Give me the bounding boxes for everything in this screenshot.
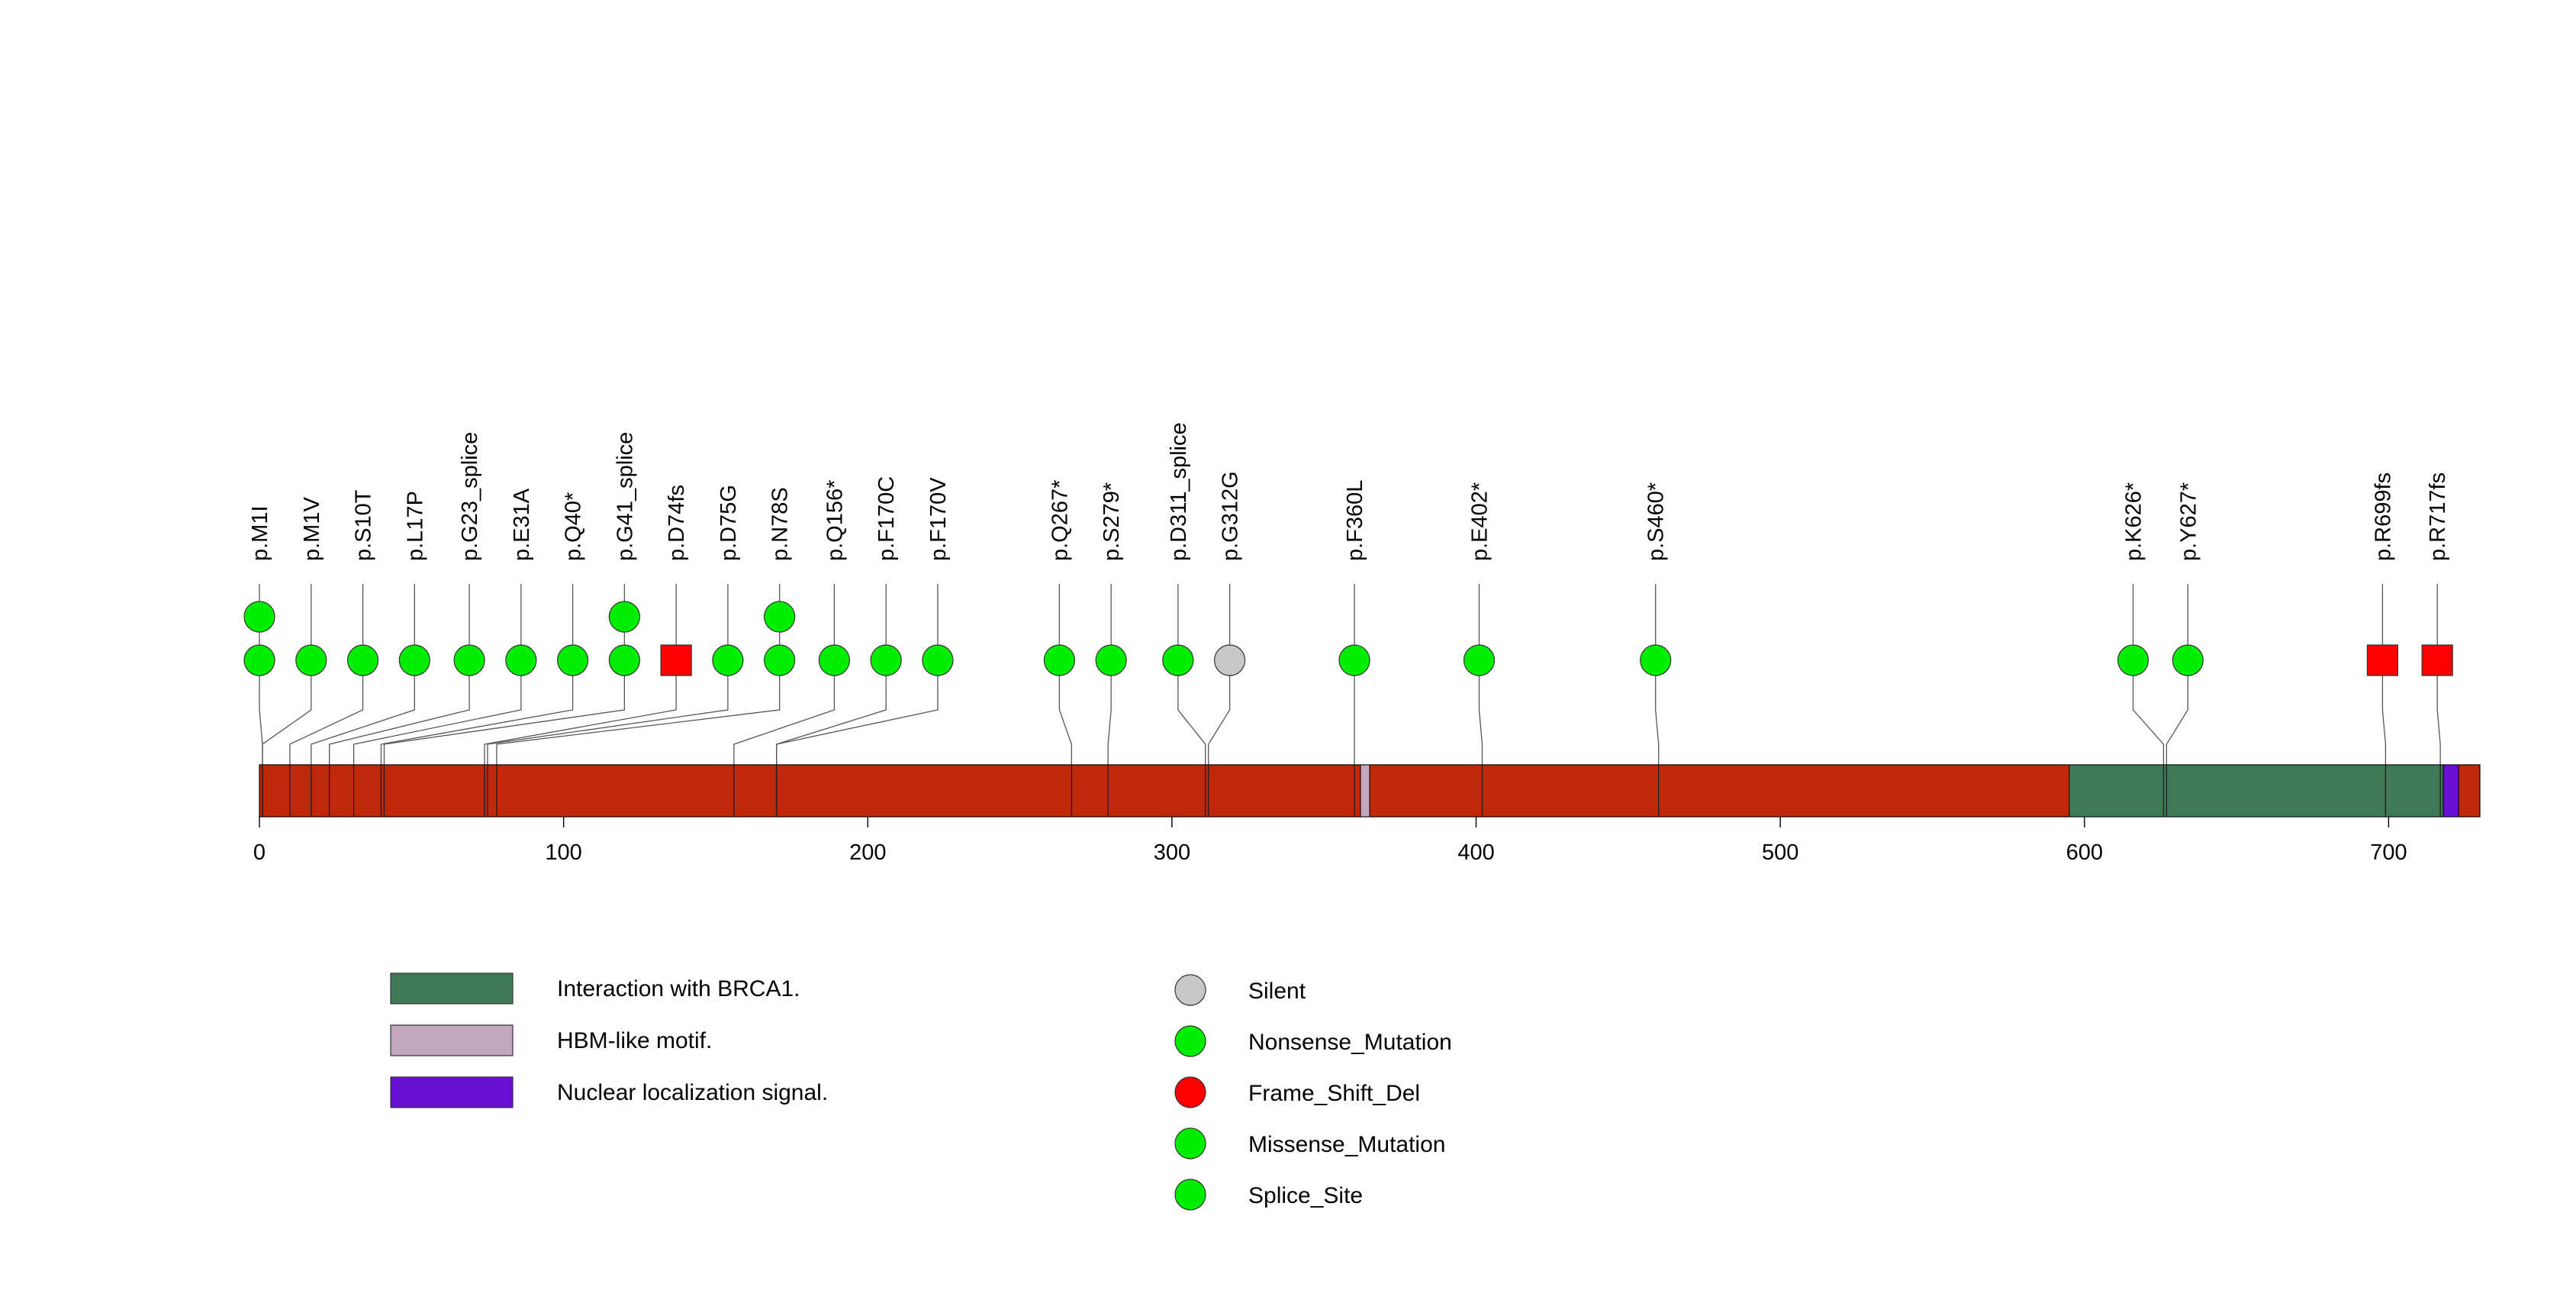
mutation-label-15: p.S279* <box>1100 482 1124 561</box>
mutation-label-11: p.Q156* <box>823 480 847 561</box>
mutation-label-4: p.G23_splice <box>458 432 482 561</box>
axis-tick-label-4: 400 <box>1457 840 1494 865</box>
mutation-label-14: p.Q267* <box>1048 480 1072 561</box>
mutation-label-16: p.D311_splice <box>1167 422 1191 561</box>
mutation-label-18: p.F360L <box>1343 480 1367 561</box>
legend-domain-label-1: HBM-like motif. <box>557 1028 712 1053</box>
mutation-marker-3-0 <box>398 644 430 676</box>
mutation-label-1: p.M1V <box>300 497 324 561</box>
mutation-marker-15-0 <box>1095 644 1127 676</box>
legend-type-label-4: Splice_Site <box>1248 1183 1363 1208</box>
mutation-marker-8-0 <box>660 644 692 676</box>
mutation-label-2: p.S10T <box>352 489 376 561</box>
x-axis: 0 100 200 300 400 500 600 700 <box>253 817 2407 865</box>
mutation-marker-14-0 <box>1043 644 1075 676</box>
mutation-marker-21-0 <box>2117 644 2149 676</box>
mutation-marker-4-0 <box>453 644 485 676</box>
legend-type-label-3: Missense_Mutation <box>1248 1132 1445 1157</box>
mutation-labels: p.M1I p.M1V p.S10T p.L17P p.G23_splice p.E31A… <box>248 422 2450 561</box>
mutation-label-20: p.S460* <box>1644 482 1669 561</box>
legend-type-swatch-2 <box>1174 1076 1206 1108</box>
axis-tick-label-6: 600 <box>2066 840 2103 865</box>
axis-tick-label-2: 200 <box>849 840 886 865</box>
mutation-marker-7-1 <box>608 601 640 633</box>
axis-tick-label-0: 0 <box>253 840 266 865</box>
mutation-marker-1-0 <box>295 644 327 676</box>
axis-tick-label-7: 700 <box>2370 840 2407 865</box>
mutation-marker-23-0 <box>2366 644 2399 676</box>
mutation-label-5: p.E31A <box>510 488 534 561</box>
mutation-marker-19-0 <box>1463 644 1496 676</box>
legend-type-label-2: Frame_Shift_Del <box>1248 1081 1420 1106</box>
legend-type-swatch-0 <box>1174 974 1206 1006</box>
domain-legend: Interaction with BRCA1. HBM-like motif. Nu… <box>390 972 828 1108</box>
legend-type-swatch-4 <box>1174 1179 1206 1211</box>
mutation-marker-11-0 <box>818 644 851 676</box>
mutation-marker-0-0 <box>243 644 275 676</box>
legend-domain-swatch-2 <box>390 1076 514 1108</box>
axis-tick-label-5: 500 <box>1762 840 1798 865</box>
mutation-label-17: p.G312G <box>1219 471 1243 561</box>
legend-domain-label-0: Interaction with BRCA1. <box>557 976 800 1001</box>
legend-type-label-1: Nonsense_Mutation <box>1248 1030 1452 1055</box>
axis-tick-label-1: 100 <box>545 840 581 865</box>
mutation-marker-5-0 <box>505 644 537 676</box>
mutation-marker-9-0 <box>712 644 744 676</box>
domain-2 <box>2442 764 2459 818</box>
mutation-marker-18-0 <box>1338 644 1370 676</box>
mutation-label-0: p.M1I <box>248 505 272 561</box>
connector-5 <box>353 584 522 765</box>
mutation-marker-22-0 <box>2172 644 2204 676</box>
mutation-label-7: p.G41_splice <box>613 432 637 561</box>
mutation-label-8: p.D74fs <box>665 485 689 561</box>
mutation-label-24: p.R717fs <box>2426 472 2450 561</box>
mutation-type-legend: Silent Nonsense_Mutation Frame_Shift_Del Mi… <box>1174 974 1452 1211</box>
mutation-label-21: p.K626* <box>2122 482 2146 561</box>
mutation-marker-7-0 <box>608 644 640 676</box>
mutation-label-6: p.Q40* <box>562 492 586 561</box>
mutation-label-12: p.F170C <box>874 476 899 561</box>
mutation-label-22: p.Y627* <box>2176 482 2201 561</box>
mutation-marker-10-1 <box>764 601 796 633</box>
mutation-marker-16-0 <box>1162 644 1194 676</box>
mutation-marker-12-0 <box>870 644 902 676</box>
axis-tick-label-3: 300 <box>1154 840 1190 865</box>
connector-8 <box>484 584 677 765</box>
connector-2 <box>289 584 364 765</box>
mutation-marker-0-1 <box>243 601 275 633</box>
mutation-label-19: p.E402* <box>1468 482 1492 561</box>
mutation-marker-24-0 <box>2421 644 2453 676</box>
mutation-marker-10-0 <box>764 644 796 676</box>
mutation-marker-2-0 <box>346 644 379 676</box>
connector-13 <box>776 584 939 765</box>
mutation-label-10: p.N78S <box>768 487 793 561</box>
legend-type-label-0: Silent <box>1248 979 1306 1004</box>
legend-type-swatch-1 <box>1174 1025 1206 1057</box>
connector-4 <box>329 584 470 765</box>
legend-domain-swatch-1 <box>390 1024 514 1056</box>
mutation-label-13: p.F170V <box>926 477 951 561</box>
mutation-marker-20-0 <box>1640 644 1672 676</box>
mutation-marker-6-0 <box>556 644 589 676</box>
mutation-markers <box>243 601 2453 676</box>
protein-backbone-group <box>259 764 2481 818</box>
legend-domain-label-2: Nuclear localization signal. <box>557 1080 828 1105</box>
legend-type-swatch-3 <box>1174 1127 1206 1159</box>
legend-domain-swatch-0 <box>390 972 514 1005</box>
mutation-marker-13-0 <box>922 644 954 676</box>
mutation-label-9: p.D75G <box>716 485 741 561</box>
domain-0 <box>2069 764 2444 818</box>
mutation-label-23: p.R699fs <box>2371 472 2395 561</box>
mutation-label-3: p.L17P <box>403 491 427 561</box>
domain-1 <box>1360 764 1370 818</box>
mutation-marker-17-0 <box>1214 644 1246 676</box>
